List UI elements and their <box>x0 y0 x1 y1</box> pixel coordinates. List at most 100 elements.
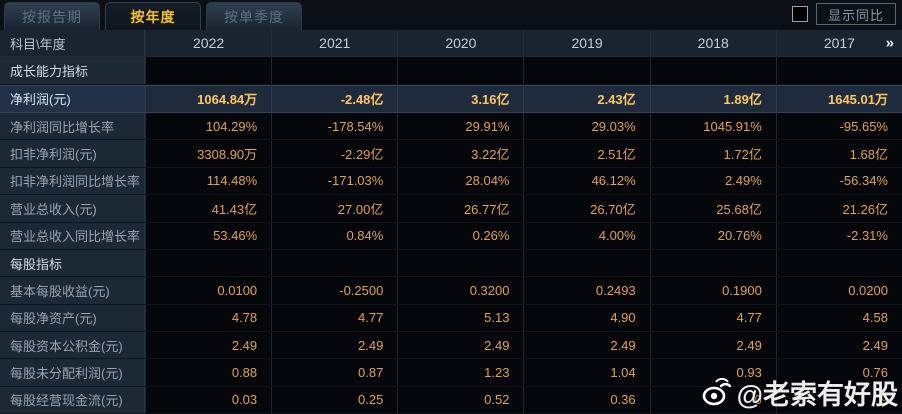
section-row: 每股指标 <box>0 249 902 278</box>
value-cell: 9 <box>775 386 902 414</box>
value-cell: 2.43亿 <box>523 85 650 113</box>
section-row: 成长能力指标 <box>0 57 902 85</box>
more-columns-icon[interactable]: » <box>885 34 894 52</box>
value-cell: 1.23 <box>397 359 524 386</box>
value-cell: 2.49 <box>649 331 776 359</box>
value-cell: -178.54% <box>271 113 398 140</box>
value-cell: 0.0200 <box>775 277 902 304</box>
value-cell: 25.68亿 <box>649 195 776 222</box>
value-cell: -171.03% <box>271 167 398 195</box>
value-cell: 26.70亿 <box>523 195 650 222</box>
value-cell: 0.87 <box>271 359 398 386</box>
tab-by-year[interactable]: 按年度 <box>105 2 201 30</box>
value-cell: 2.51亿 <box>523 140 650 167</box>
value-cell: 1645.01万 <box>775 85 902 113</box>
value-cell <box>271 57 398 84</box>
table-row: 净利润(元) 1064.84万 -2.48亿 3.16亿 2.43亿 1.89亿 1645.… <box>0 84 902 114</box>
value-cell: 4.77 <box>649 304 776 331</box>
value-cell <box>145 249 272 277</box>
year-header-2021: 2021 <box>271 30 397 57</box>
value-cell: 4.78 <box>145 304 272 331</box>
value-cell: 1064.84万 <box>145 85 272 113</box>
value-cell <box>271 249 398 277</box>
period-tabbar: 按报告期 按年度 按单季度 显示同比 <box>0 0 902 30</box>
row-label: 营业总收入同比增长率 <box>0 222 145 249</box>
value-cell: 1.89亿 <box>649 85 776 113</box>
value-cell: 2.49 <box>271 331 398 359</box>
table-row: 基本每股收益(元) 0.0100 -0.2500 0.3200 0.2493 0.1900… <box>0 277 902 305</box>
value-cell: 4.58 <box>775 304 902 331</box>
value-cell: 41.43亿 <box>145 195 272 222</box>
value-cell: 46.12% <box>523 167 650 195</box>
value-cell: 3308.90万 <box>145 140 272 167</box>
value-cell: 20.76% <box>649 222 776 249</box>
value-cell <box>649 57 776 84</box>
value-cell: 2.49% <box>649 167 776 195</box>
value-cell: 29.91% <box>397 113 524 140</box>
row-label: 每股指标 <box>0 249 145 277</box>
value-cell: 0.26% <box>397 222 524 249</box>
show-yoy-checkbox[interactable] <box>792 6 808 22</box>
year-header-2022: 2022 <box>145 30 271 57</box>
tab-by-single-quarter[interactable]: 按单季度 <box>206 2 302 30</box>
row-label: 每股未分配利润(元) <box>0 359 145 386</box>
table-header-row: 科目\年度 2022 2021 2020 2019 2018 2017» <box>0 30 902 58</box>
financial-table: 科目\年度 2022 2021 2020 2019 2018 2017» 成长能力指标 净利… <box>0 30 902 414</box>
value-cell: -2.29亿 <box>271 140 398 167</box>
corner-header-cell: 科目\年度 <box>0 30 145 57</box>
value-cell: 4.90 <box>523 304 650 331</box>
row-label: 净利润同比增长率 <box>0 113 145 140</box>
table-row: 扣非净利润(元) 3308.90万 -2.29亿 3.22亿 2.51亿 1.72亿 1.6… <box>0 140 902 168</box>
row-label: 扣非净利润同比增长率 <box>0 167 145 195</box>
value-cell <box>397 57 524 84</box>
value-cell: 0.52 <box>397 386 524 414</box>
value-cell: 53.46% <box>145 222 272 249</box>
value-cell: 2.49 <box>145 331 272 359</box>
row-label: 每股经营现金流(元) <box>0 386 145 414</box>
value-cell: 0.0100 <box>145 277 272 304</box>
value-cell: 3.22亿 <box>397 140 524 167</box>
value-cell: 1.72亿 <box>649 140 776 167</box>
value-cell: -0.2500 <box>271 277 398 304</box>
yoy-controls: 显示同比 <box>792 3 896 25</box>
show-yoy-button[interactable]: 显示同比 <box>816 3 896 25</box>
value-cell: -95.65% <box>775 113 902 140</box>
value-cell: 1045.91% <box>649 113 776 140</box>
value-cell: 0.03 <box>145 386 272 414</box>
value-cell: 4.00% <box>523 222 650 249</box>
table-row: 每股经营现金流(元) 0.03 0.25 0.52 0.36 0 9 <box>0 386 902 414</box>
value-cell: 4.77 <box>271 304 398 331</box>
value-cell: 29.03% <box>523 113 650 140</box>
value-cell: 2.49 <box>397 331 524 359</box>
value-cell <box>523 249 650 277</box>
tab-by-report-period[interactable]: 按报告期 <box>4 2 100 30</box>
value-cell: 27.00亿 <box>271 195 398 222</box>
table-row: 每股未分配利润(元) 0.88 0.87 1.23 1.04 0.93 0.76 <box>0 359 902 387</box>
row-label: 净利润(元) <box>0 85 145 113</box>
table-row: 扣非净利润同比增长率 114.48% -171.03% 28.04% 46.12% 2.4… <box>0 167 902 196</box>
value-cell: 0.36 <box>523 386 650 414</box>
table-row: 净利润同比增长率 104.29% -178.54% 29.91% 29.03% 1045.… <box>0 113 902 141</box>
value-cell: 21.26亿 <box>775 195 902 222</box>
table-row: 营业总收入同比增长率 53.46% 0.84% 0.26% 4.00% 20.76% -2.… <box>0 222 902 250</box>
value-cell: 2.49 <box>523 331 650 359</box>
value-cell: 26.77亿 <box>397 195 524 222</box>
year-header-2017: 2017» <box>775 30 902 57</box>
value-cell: 0.1900 <box>649 277 776 304</box>
value-cell: 0.2493 <box>523 277 650 304</box>
table-row: 每股净资产(元) 4.78 4.77 5.13 4.90 4.77 4.58 <box>0 304 902 332</box>
row-label: 基本每股收益(元) <box>0 277 145 304</box>
row-label: 营业总收入(元) <box>0 195 145 222</box>
year-header-2018: 2018 <box>649 30 776 57</box>
value-cell: -56.34% <box>775 167 902 195</box>
value-cell <box>145 57 272 84</box>
row-label: 扣非净利润(元) <box>0 140 145 167</box>
value-cell <box>397 249 524 277</box>
value-cell: 0.88 <box>145 359 272 386</box>
value-cell: 2.49 <box>775 331 902 359</box>
row-label: 成长能力指标 <box>0 57 145 84</box>
value-cell: 0.84% <box>271 222 398 249</box>
value-cell: 28.04% <box>397 167 524 195</box>
table-row: 每股资本公积金(元) 2.49 2.49 2.49 2.49 2.49 2.49 <box>0 331 902 360</box>
